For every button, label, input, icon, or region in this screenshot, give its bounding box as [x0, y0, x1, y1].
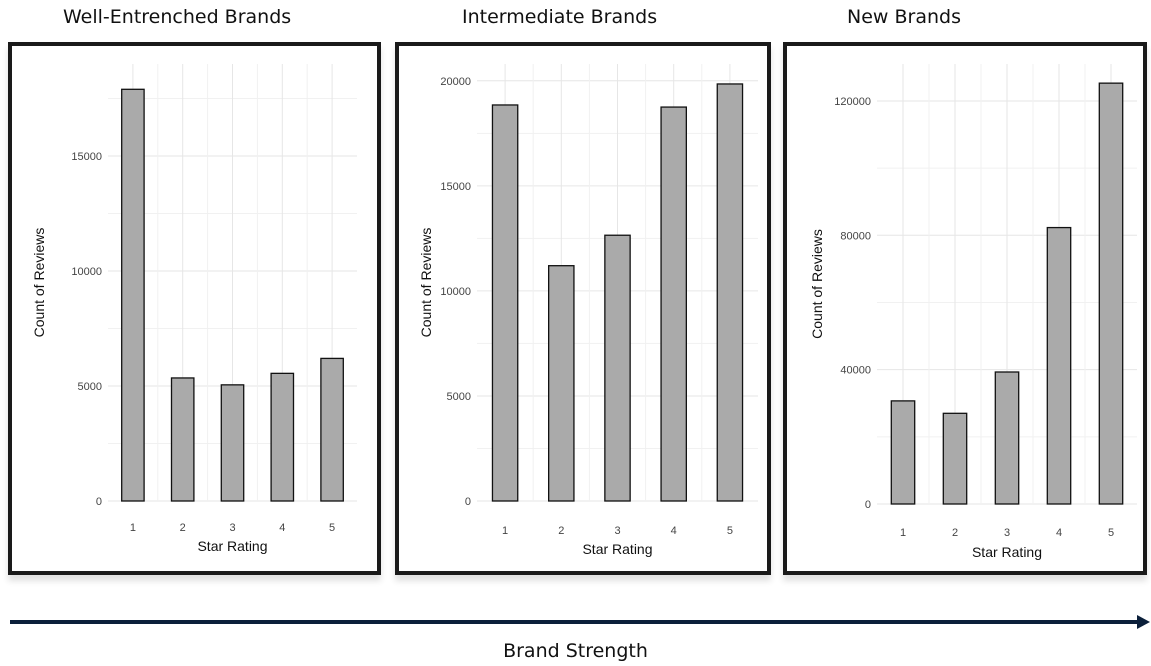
x-axis-title: Star Rating: [972, 544, 1042, 560]
bar-rating-1: [890, 400, 916, 505]
panel-title-intermediate: Intermediate Brands: [462, 6, 658, 28]
x-tick-label: 4: [279, 522, 285, 534]
panel-title-new: New Brands: [847, 6, 961, 28]
bar-rating-1: [121, 88, 145, 502]
chart-svg-intermediate: 0 5000 10000 15000 20000 1 2 3 4 5 Star Rating Coun…: [418, 64, 758, 557]
y-tick-label: 10000: [71, 266, 102, 278]
bar-rating-4: [270, 372, 295, 502]
x-tick-label: 5: [727, 525, 733, 537]
x-tick-label: 3: [229, 522, 235, 534]
bar-rating-3: [604, 234, 631, 502]
y-tick-label: 5000: [447, 391, 471, 403]
y-tick-label: 120000: [834, 96, 871, 108]
bar-rating-3: [994, 371, 1020, 505]
y-tick-label: 0: [96, 496, 102, 508]
bar-rating-4: [1046, 226, 1072, 505]
y-tick-label: 15000: [440, 181, 471, 193]
x-tick-label: 1: [900, 527, 906, 539]
bar-rating-2: [942, 412, 968, 505]
x-tick-label: 1: [130, 522, 136, 534]
x-tick-label: 4: [671, 525, 677, 537]
y-tick-label: 5000: [78, 381, 102, 393]
bar-rating-3: [220, 384, 245, 502]
chart-panel-intermediate: 0 5000 10000 15000 20000 1 2 3 4 5 Star Rating Coun…: [395, 42, 771, 575]
x-axis-title: Star Rating: [197, 538, 267, 554]
brand-strength-label: Brand Strength: [503, 640, 648, 662]
y-axis-title: Count of Reviews: [418, 228, 434, 338]
x-axis-title: Star Rating: [582, 541, 652, 557]
x-tick-label: 5: [329, 522, 335, 534]
x-tick-label: 3: [1004, 527, 1010, 539]
y-tick-label: 80000: [840, 230, 871, 242]
y-tick-label: 20000: [440, 76, 471, 88]
chart-panel-well-entrenched: 0 5000 10000 15000 1 2 3 4 5 Star Rating Count of …: [8, 42, 381, 575]
x-tick-label: 5: [1108, 527, 1114, 539]
bar-rating-4: [660, 106, 687, 502]
x-tick-label: 2: [180, 522, 186, 534]
chart-svg-new: 0 40000 80000 120000 1 2 3 4 5 Star Rating Count o…: [809, 64, 1137, 560]
chart-panel-new: 0 40000 80000 120000 1 2 3 4 5 Star Rating Count o…: [783, 42, 1147, 575]
y-tick-label: 0: [465, 496, 471, 508]
bar-rating-5: [1098, 82, 1124, 505]
y-axis-title: Count of Reviews: [31, 228, 47, 338]
y-tick-label: 10000: [440, 286, 471, 298]
x-tick-label: 2: [558, 525, 564, 537]
x-tick-label: 4: [1056, 527, 1062, 539]
chart-svg-well-entrenched: 0 5000 10000 15000 1 2 3 4 5 Star Rating Count of …: [31, 64, 357, 554]
y-tick-label: 40000: [840, 365, 871, 377]
bar-rating-1: [491, 104, 519, 502]
y-tick-label: 15000: [71, 151, 102, 163]
bar-rating-2: [548, 265, 575, 502]
x-tick-label: 2: [952, 527, 958, 539]
bar-rating-2: [170, 377, 195, 502]
brand-strength-arrow: [10, 615, 1150, 629]
x-tick-label: 3: [614, 525, 620, 537]
x-tick-label: 1: [502, 525, 508, 537]
panel-title-well-entrenched: Well-Entrenched Brands: [63, 6, 292, 28]
bar-rating-5: [320, 357, 344, 502]
y-tick-label: 0: [865, 499, 871, 511]
y-axis-title: Count of Reviews: [809, 229, 825, 339]
bar-rating-5: [716, 83, 744, 502]
